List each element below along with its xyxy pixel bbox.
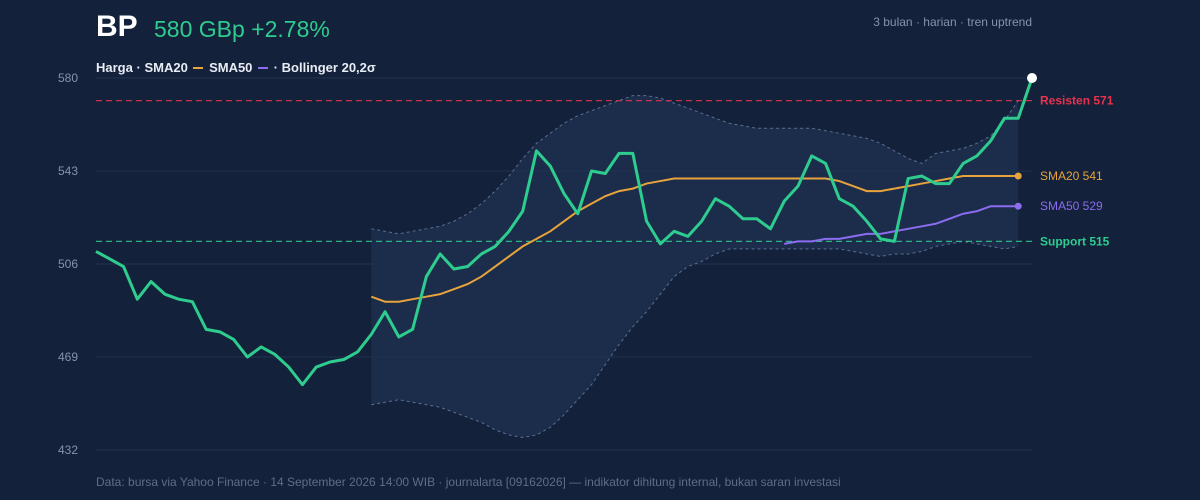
sma20-line (370, 175, 1019, 303)
legend-sma50: SMA50 (209, 60, 253, 75)
sma50-line (784, 205, 1019, 245)
y-tick-label: 580 (58, 71, 78, 85)
price-change: 580 GBp +2.78% (154, 16, 330, 42)
ticker-symbol: BP (96, 10, 138, 43)
y-tick-label: 469 (58, 350, 78, 364)
y-tick-label: 506 (58, 257, 78, 271)
price-line (95, 77, 1034, 387)
legend-separator: · (273, 60, 279, 75)
sma20-end-marker (1014, 172, 1022, 180)
support-label: Support 515 (1040, 234, 1110, 248)
resistance-label: Resisten 571 (1040, 94, 1114, 108)
legend-price: Harga (96, 60, 133, 75)
chart-legend: Harga · SMA20 SMA50 · Bollinger 20,2σ (96, 60, 376, 75)
legend-sma20: SMA20 (144, 60, 188, 75)
legend-separator: · (136, 60, 141, 75)
sma50-swatch (258, 66, 269, 69)
bollinger-upper-line (371, 95, 1019, 235)
legend-bollinger: Bollinger 20,2σ (281, 60, 376, 75)
source-footer: Data: bursa via Yahoo Finance · 14 Septe… (96, 475, 841, 489)
sma50-end-label: SMA50 529 (1040, 199, 1103, 213)
chart-meta: 3 bulan · harian · tren uptrend (873, 15, 1032, 29)
bollinger-band-fill (371, 95, 1019, 438)
y-tick-label: 432 (58, 443, 78, 457)
y-tick-label: 543 (58, 164, 78, 178)
sma20-swatch (193, 66, 204, 69)
sma50-end-marker (1014, 202, 1022, 210)
last-price-marker (1027, 73, 1037, 83)
sma20-end-label: SMA20 541 (1040, 169, 1103, 183)
